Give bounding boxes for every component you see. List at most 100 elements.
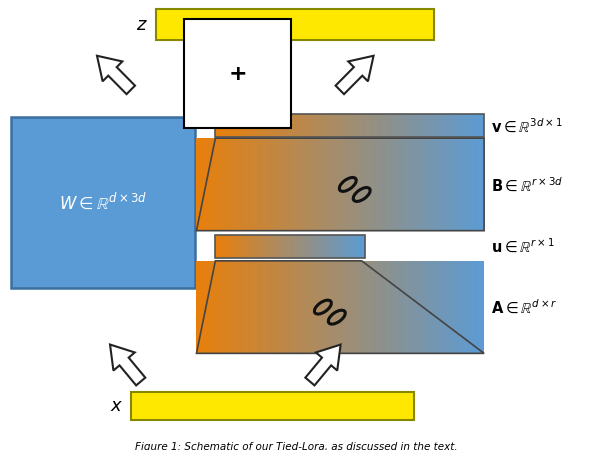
Bar — [146, 392, 148, 420]
Bar — [292, 235, 293, 258]
Bar — [236, 9, 238, 40]
Bar — [269, 235, 270, 258]
Bar — [389, 392, 390, 420]
Bar — [339, 392, 340, 420]
Polygon shape — [438, 138, 439, 231]
Bar — [221, 114, 222, 137]
Polygon shape — [389, 261, 391, 353]
Bar — [342, 392, 343, 420]
Bar — [243, 114, 245, 137]
Bar — [335, 392, 336, 420]
Bar — [474, 114, 475, 137]
Polygon shape — [263, 261, 264, 353]
Bar — [386, 114, 387, 137]
Bar — [249, 392, 250, 420]
Bar — [255, 235, 256, 258]
Polygon shape — [382, 138, 384, 231]
Polygon shape — [260, 138, 261, 231]
Polygon shape — [278, 261, 280, 353]
Polygon shape — [297, 261, 298, 353]
Bar — [281, 235, 282, 258]
Bar — [237, 235, 238, 258]
Bar — [297, 9, 298, 40]
Bar — [344, 9, 345, 40]
Bar — [279, 392, 281, 420]
Bar — [156, 9, 435, 40]
Polygon shape — [434, 138, 435, 231]
Bar — [181, 9, 182, 40]
Polygon shape — [398, 261, 399, 353]
Bar — [440, 114, 441, 137]
Bar — [166, 392, 168, 420]
Bar — [252, 9, 253, 40]
Bar — [277, 235, 278, 258]
Bar — [362, 235, 363, 258]
Polygon shape — [435, 261, 437, 353]
Bar — [323, 235, 324, 258]
Polygon shape — [278, 138, 280, 231]
Bar — [218, 9, 220, 40]
Bar — [270, 9, 271, 40]
Polygon shape — [362, 138, 363, 231]
Bar — [333, 235, 334, 258]
Bar — [193, 392, 195, 420]
Polygon shape — [411, 138, 412, 231]
Bar — [455, 114, 456, 137]
Bar — [288, 9, 289, 40]
Polygon shape — [332, 261, 333, 353]
Bar — [253, 392, 254, 420]
Bar — [430, 9, 432, 40]
Bar — [362, 392, 363, 420]
Polygon shape — [227, 261, 228, 353]
Bar — [253, 9, 255, 40]
Bar — [340, 9, 341, 40]
Bar — [242, 114, 243, 137]
Bar — [263, 9, 265, 40]
Bar — [272, 114, 273, 137]
Bar — [273, 235, 274, 258]
Polygon shape — [480, 261, 481, 353]
Bar — [220, 114, 221, 137]
Bar — [349, 9, 350, 40]
Polygon shape — [337, 261, 339, 353]
Bar — [296, 235, 297, 258]
Bar — [208, 9, 210, 40]
Bar — [404, 392, 406, 420]
Bar — [288, 392, 289, 420]
Bar — [475, 114, 476, 137]
Bar — [295, 392, 297, 420]
Bar — [139, 392, 141, 420]
Polygon shape — [330, 261, 332, 353]
Polygon shape — [223, 138, 224, 231]
Bar — [313, 9, 314, 40]
Bar — [361, 9, 362, 40]
Bar — [235, 9, 236, 40]
Bar — [316, 235, 317, 258]
Polygon shape — [454, 261, 455, 353]
Bar — [266, 392, 267, 420]
Bar — [315, 235, 316, 258]
Polygon shape — [422, 261, 424, 353]
Bar — [211, 392, 213, 420]
Bar — [186, 9, 188, 40]
Bar — [327, 9, 329, 40]
Bar — [266, 235, 267, 258]
Bar — [271, 235, 272, 258]
Bar — [288, 114, 289, 137]
Bar — [203, 9, 204, 40]
Bar — [358, 114, 359, 137]
Bar — [436, 114, 437, 137]
Bar — [210, 392, 211, 420]
Bar — [278, 114, 280, 137]
Bar — [252, 392, 253, 420]
Bar — [242, 9, 243, 40]
Bar — [420, 114, 421, 137]
Polygon shape — [228, 138, 230, 231]
Bar — [394, 114, 395, 137]
Polygon shape — [298, 138, 300, 231]
Bar — [264, 235, 265, 258]
Polygon shape — [251, 138, 253, 231]
Bar — [402, 392, 403, 420]
Polygon shape — [458, 261, 459, 353]
Bar — [378, 114, 379, 137]
